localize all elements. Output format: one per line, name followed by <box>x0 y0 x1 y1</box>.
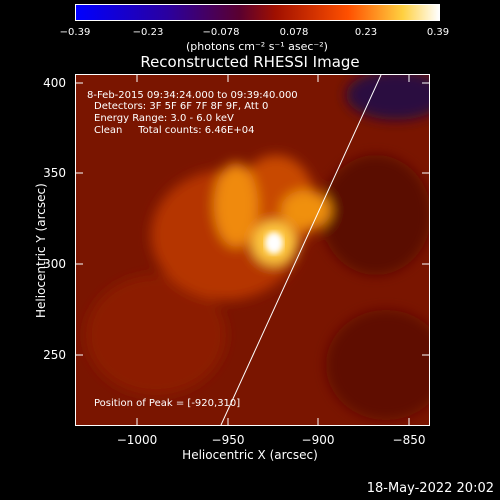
colorbar-tick: −0.078 <box>202 27 240 38</box>
time-range-label: 8-Feb-2015 09:34:24.000 to 09:39:40.000 <box>87 90 298 101</box>
x-tick-label: −850 <box>392 433 426 447</box>
y-tick-label: 400 <box>43 76 66 90</box>
colorbar-tick: 0.078 <box>279 27 309 38</box>
colorbar-units: (photons cm⁻² s⁻¹ asec⁻²) <box>186 40 328 53</box>
energy-range-label: Energy Range: 3.0 - 6.0 keV <box>94 113 234 124</box>
x-tick-label: −950 <box>211 433 245 447</box>
detectors-label: Detectors: 3F 5F 6F 7F 8F 9F, Att 0 <box>94 101 269 112</box>
image-plot: 8-Feb-2015 09:34:24.000 to 09:39:40.000 … <box>75 74 430 426</box>
x-tick-label: −1000 <box>116 433 158 447</box>
clean-counts-label: Clean Total counts: 6.46E+04 <box>94 125 255 136</box>
colorbar <box>75 4 440 21</box>
y-tick-label: 350 <box>43 166 66 180</box>
y-tick-label: 300 <box>43 257 66 271</box>
footer-timestamp: 18-May-2022 20:02 <box>366 481 494 496</box>
colorbar-tick: −0.23 <box>132 27 164 38</box>
y-tick-label: 250 <box>43 348 66 362</box>
rhessi-image-map <box>76 75 429 425</box>
x-tick-label: −900 <box>301 433 335 447</box>
y-axis-label: Heliocentric Y (arcsec) <box>34 183 48 318</box>
plot-title: Reconstructed RHESSI Image <box>140 53 360 71</box>
colorbar-tick: 0.23 <box>354 27 378 38</box>
colorbar-tick: 0.39 <box>426 27 450 38</box>
colorbar-gradient <box>76 5 439 20</box>
peak-position-label: Position of Peak = [-920,310] <box>94 398 241 409</box>
colorbar-tick: −0.39 <box>59 27 91 38</box>
x-axis-label: Heliocentric X (arcsec) <box>182 448 318 462</box>
solar-limb-line <box>220 75 382 425</box>
